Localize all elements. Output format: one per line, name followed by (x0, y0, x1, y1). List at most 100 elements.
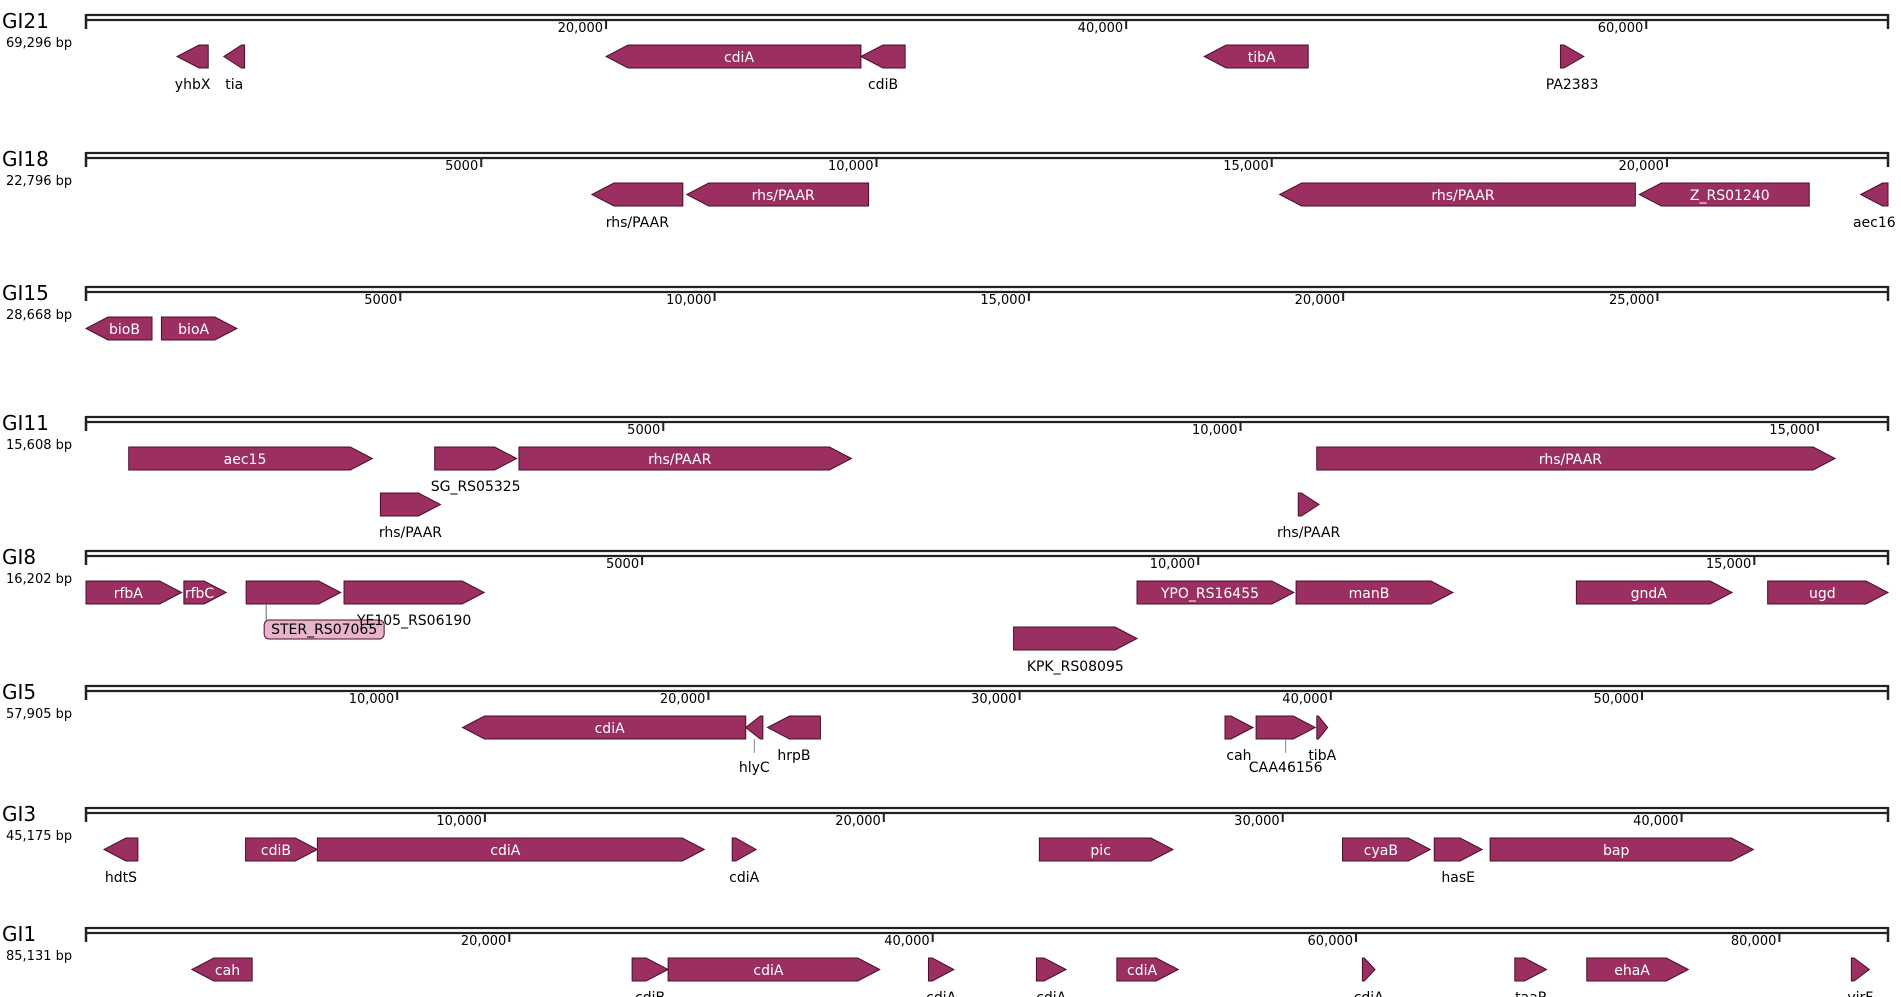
gene-yhbx: yhbX (175, 44, 211, 93)
gene-aec15: aec15 (128, 446, 374, 471)
gene-tiba: tibA (1308, 715, 1337, 764)
gene-label: SG_RS05325 (431, 479, 521, 495)
gene-arrow (1297, 492, 1320, 517)
gene-label: cdiA (490, 843, 520, 859)
gene-arrow (1224, 715, 1255, 740)
tick-label: 15,000 (1223, 159, 1269, 174)
gene-caa46156: CAA46156 (1249, 715, 1323, 776)
gene-sg-rs05325: SG_RS05325 (431, 446, 521, 495)
tick-label: 15,000 (1769, 423, 1815, 438)
gene-bioa: bioA (160, 316, 238, 341)
gene-label: cdiA (724, 50, 754, 66)
gene-label: cdiB (868, 77, 898, 93)
gene-cdia: cdiA (605, 44, 862, 69)
gene-rhs-paar: rhs/PAAR (685, 182, 870, 207)
gene-arrow (190, 957, 253, 982)
gene-label: cyaB (1364, 843, 1398, 859)
gene-label: cdiB (635, 990, 665, 997)
gene-z-rs01240: Z_RS01240 (1638, 182, 1810, 207)
gene-arrow (927, 957, 955, 982)
tick-label: 5000 (445, 159, 478, 174)
tick-label: 40,000 (1078, 21, 1124, 36)
gene-arrow (1433, 837, 1484, 862)
gene-rfbc: rfbC (183, 580, 228, 605)
gene-arrow (605, 44, 862, 69)
gene-arrow (1038, 837, 1175, 862)
gene-arrow (590, 182, 684, 207)
tick-label: 5000 (364, 293, 397, 308)
tick-label: 10,000 (436, 814, 482, 829)
gene-cdib: cdiB (245, 837, 319, 862)
gene-label: taaP (1515, 990, 1546, 997)
tick-label: 20,000 (660, 692, 706, 707)
tick-label: 5000 (606, 557, 639, 572)
gene-hlyc: hlyC (739, 715, 770, 776)
gene-hase: hasE (1433, 837, 1484, 886)
gene-arrow (1586, 957, 1690, 982)
gene-arrow (744, 715, 764, 740)
track-length-label: 16,202 bp (6, 572, 72, 587)
gene-tia: tia (222, 44, 246, 93)
tick-label: 60,000 (1308, 934, 1354, 949)
gene-ye105-rs06190: YE105_RS06190 (343, 580, 486, 629)
gene-label: aec15 (224, 452, 267, 468)
gene-label: hlyC (739, 760, 770, 776)
gene-label: cdiA (753, 963, 783, 979)
track-title: GI21 (2, 9, 49, 33)
gene-arrow (1575, 580, 1734, 605)
gene-arrow (102, 837, 139, 862)
gene-arrow (245, 837, 319, 862)
gene-label: bioB (109, 322, 140, 338)
tick-label: 60,000 (1598, 21, 1644, 36)
tick-label: 15,000 (1706, 557, 1752, 572)
gene-cah: cah (190, 957, 253, 982)
gene-label: rhs/PAAR (379, 525, 442, 541)
gene-arrow (1342, 837, 1432, 862)
gene-arrow (245, 580, 342, 605)
tick-label: 10,000 (828, 159, 874, 174)
gene-label: rhs/PAAR (1431, 188, 1494, 204)
gene-label: ugd (1809, 586, 1836, 602)
track-gi1: GI1 85,131 bp 20,000 40,000 60,000 80,000 cah c… (2, 922, 1890, 997)
tick-label: 10,000 (1150, 557, 1196, 572)
gene-manb: manB (1295, 580, 1454, 605)
tick-label: 20,000 (461, 934, 507, 949)
gene-cdia: cdiA (926, 957, 957, 997)
gene-rhs-paar: rhs/PAAR (590, 182, 684, 231)
gene-arrow (434, 446, 518, 471)
gene-arrow (1278, 182, 1636, 207)
gene-arrow (1295, 580, 1454, 605)
gene-arrow (160, 316, 238, 341)
gene-arrow (1767, 580, 1890, 605)
gene-ehaa: ehaA (1586, 957, 1690, 982)
gene-label: virF (1847, 990, 1873, 997)
gene-arrow (1361, 957, 1376, 982)
gene-label: manB (1349, 586, 1390, 602)
gene-label: rhs/PAAR (752, 188, 815, 204)
gene-label: cah (1226, 748, 1251, 764)
gene-label: STER_RS07065 (271, 622, 377, 638)
track-length-label: 69,296 bp (6, 36, 72, 51)
gene-label: YE105_RS06190 (356, 613, 471, 629)
gene-rhs-paar: rhs/PAAR (379, 492, 442, 541)
track-title: GI1 (2, 922, 36, 946)
gene-cdia: cdiA (1354, 957, 1384, 997)
gene-hdts: hdtS (102, 837, 139, 886)
track-length-label: 85,131 bp (6, 949, 72, 964)
gene-label: cdiA (926, 990, 956, 997)
gene-label: pic (1090, 843, 1110, 859)
tick-label: 25,000 (1609, 293, 1655, 308)
gene-label: PA2383 (1546, 77, 1599, 93)
gene-arrow (1514, 957, 1548, 982)
gene-arrow (379, 492, 442, 517)
gene-arrow (175, 44, 209, 69)
track-title: GI15 (2, 281, 49, 305)
tick-label: 80,000 (1731, 934, 1777, 949)
gene-arrow (1638, 182, 1810, 207)
gene-cdia: cdiA (729, 837, 760, 886)
gene-label: hdtS (105, 870, 137, 886)
gene-arrow (343, 580, 486, 605)
gene-ster-rs07065: STER_RS07065 (245, 580, 385, 640)
gene-arrow (1255, 715, 1317, 740)
